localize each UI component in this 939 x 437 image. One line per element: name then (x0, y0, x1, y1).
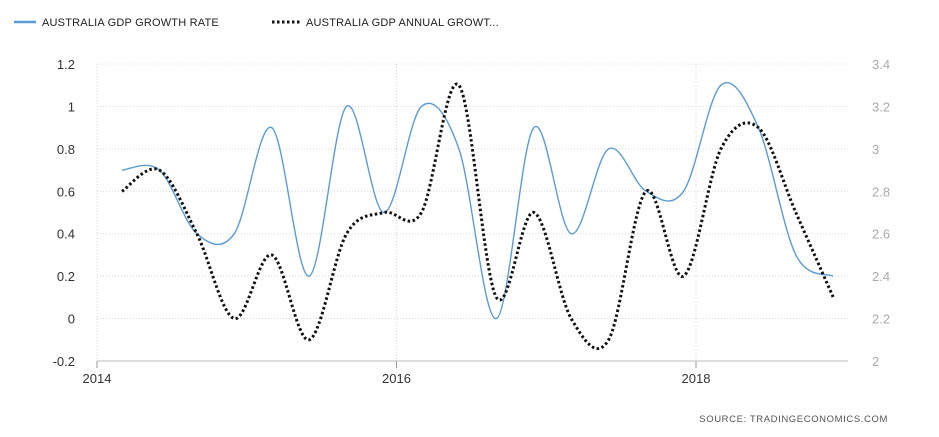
axes: -0.2 2 0 2.2 0.2 2.4 0.4 2.6 0.6 2.8 0.8 3 1 3.2 1.2 3.… (53, 57, 890, 386)
data-point-growth-rate[interactable] (569, 231, 574, 236)
y-right-tick-label: 2.6 (872, 227, 890, 242)
data-point-annual-growth[interactable] (419, 210, 424, 215)
data-point-annual-growth[interactable] (232, 316, 237, 321)
series-layer (119, 82, 836, 350)
y-right-tick-label: 3.2 (872, 99, 890, 114)
data-point-growth-rate[interactable] (531, 125, 536, 130)
y-right-tick-label: 2 (872, 354, 879, 369)
data-point-growth-rate[interactable] (119, 168, 124, 173)
data-point-growth-rate[interactable] (831, 274, 836, 279)
y-right-tick-label: 3 (872, 142, 879, 157)
data-point-annual-growth[interactable] (793, 210, 798, 215)
y-left-tick-label: -0.2 (53, 354, 75, 369)
y-right-tick-label: 2.2 (872, 312, 890, 327)
y-right-tick-label: 2.8 (872, 184, 890, 199)
legend-label-growth-rate[interactable]: AUSTRALIA GDP GROWTH RATE (42, 17, 219, 29)
data-point-annual-growth[interactable] (119, 189, 124, 194)
data-point-annual-growth[interactable] (194, 231, 199, 236)
x-tick-label: 2018 (682, 371, 711, 386)
y-left-tick-label: 0 (68, 312, 75, 327)
data-point-annual-growth[interactable] (494, 295, 499, 300)
data-point-growth-rate[interactable] (494, 316, 499, 321)
x-tick-label: 2014 (83, 371, 112, 386)
series-line-growth-rate[interactable] (121, 82, 834, 320)
data-point-annual-growth[interactable] (831, 295, 836, 300)
data-point-annual-growth[interactable] (307, 337, 312, 342)
data-point-annual-growth[interactable] (718, 146, 723, 151)
series-line-annual-growth[interactable] (121, 82, 835, 350)
data-point-annual-growth[interactable] (382, 210, 387, 215)
data-point-growth-rate[interactable] (681, 189, 686, 194)
data-point-growth-rate[interactable] (344, 104, 349, 109)
y-left-tick-label: 1.2 (57, 57, 75, 72)
y-left-tick-label: 0.8 (57, 142, 75, 157)
data-point-annual-growth[interactable] (344, 231, 349, 236)
data-point-annual-growth[interactable] (756, 125, 761, 130)
data-point-annual-growth[interactable] (606, 337, 611, 342)
legend-label-annual-growth[interactable]: AUSTRALIA GDP ANNUAL GROWT... (306, 17, 499, 29)
data-point-annual-growth[interactable] (157, 168, 162, 173)
data-point-growth-rate[interactable] (419, 104, 424, 109)
data-point-growth-rate[interactable] (232, 231, 237, 236)
y-right-tick-label: 3.4 (872, 57, 890, 72)
data-point-growth-rate[interactable] (793, 252, 798, 257)
y-left-tick-label: 1 (68, 99, 75, 114)
data-point-growth-rate[interactable] (307, 274, 312, 279)
y-left-tick-label: 0.2 (57, 269, 75, 284)
data-point-growth-rate[interactable] (269, 125, 274, 130)
data-point-annual-growth[interactable] (644, 189, 649, 194)
data-point-annual-growth[interactable] (681, 274, 686, 279)
data-point-annual-growth[interactable] (531, 210, 536, 215)
data-point-growth-rate[interactable] (456, 146, 461, 151)
data-point-growth-rate[interactable] (718, 83, 723, 88)
data-point-annual-growth[interactable] (269, 252, 274, 257)
y-right-tick-label: 2.4 (872, 269, 890, 284)
source-label: SOURCE: TRADINGECONOMICS.COM (699, 414, 888, 425)
legend[interactable]: AUSTRALIA GDP GROWTH RATE AUSTRALIA GDP … (14, 17, 499, 29)
data-point-growth-rate[interactable] (606, 146, 611, 151)
data-point-annual-growth[interactable] (456, 83, 461, 88)
x-tick-label: 2016 (382, 371, 411, 386)
y-left-tick-label: 0.6 (57, 184, 75, 199)
data-point-annual-growth[interactable] (569, 316, 574, 321)
y-left-tick-label: 0.4 (57, 227, 75, 242)
